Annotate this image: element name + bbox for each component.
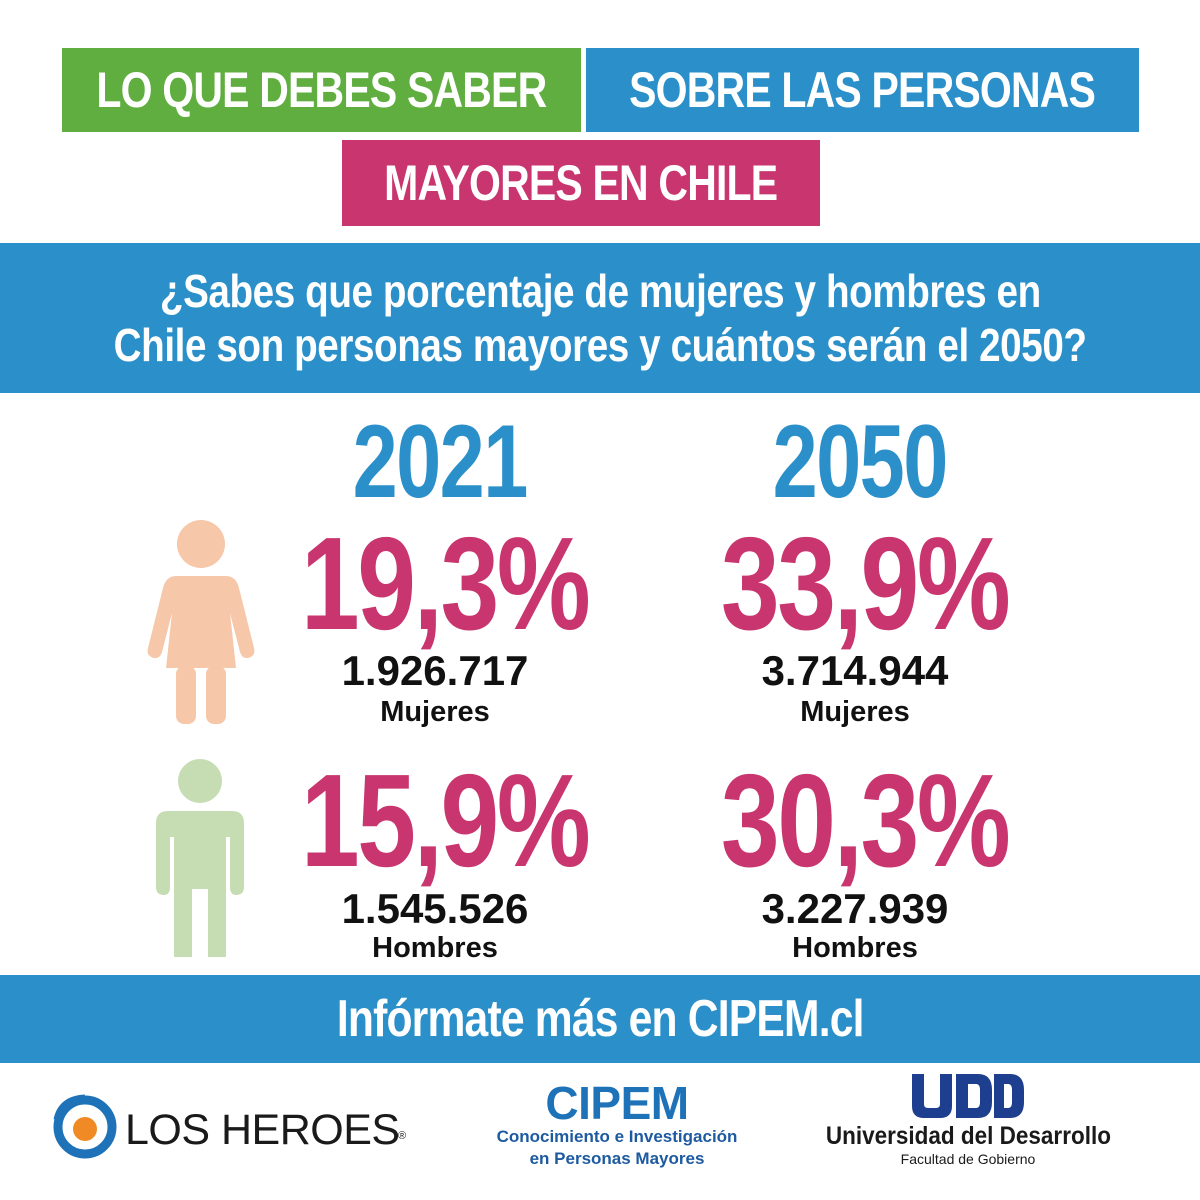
footer-link-text[interactable]: Infórmate más en CIPEM.cl [336, 990, 865, 1048]
cipem-subtitle-2: en Personas Mayores [529, 1149, 705, 1168]
footer-banner[interactable]: Infórmate más en CIPEM.cl [0, 975, 1200, 1063]
cipem-subtitle-1: Conocimiento e Investigación [496, 1127, 738, 1146]
udd-logo: Universidad del Desarrollo Facultad de G… [808, 1070, 1128, 1180]
women-2021-percent: 19,3% [301, 510, 591, 657]
title-part-2: SOBRE LAS PERSONAS [629, 62, 1097, 118]
men-2021-count: 1.545.526 [341, 885, 529, 932]
los-heroes-logo: LOS HEROES ® [52, 1086, 412, 1168]
men-2050-count: 3.227.939 [761, 885, 949, 932]
cipem-logo: CIPEM Conocimiento e Investigación en Pe… [462, 1080, 772, 1180]
udd-name: Universidad del Desarrollo [825, 1122, 1111, 1150]
question-banner: ¿Sabes que porcentaje de mujeres y hombr… [0, 243, 1200, 393]
women-2050-label: Mujeres [800, 696, 910, 728]
woman-icon [147, 520, 255, 724]
udd-faculty: Facultad de Gobierno [900, 1151, 1036, 1167]
women-2050-count: 3.714.944 [761, 647, 949, 694]
title-part-3: MAYORES EN CHILE [384, 155, 778, 211]
question-line-2: Chile son personas mayores y cuántos ser… [113, 319, 1087, 371]
men-2050-label: Hombres [792, 932, 918, 964]
udd-logo-icon [912, 1074, 1024, 1118]
women-2021-label: Mujeres [380, 696, 490, 728]
title-box-green: LO QUE DEBES SABER [62, 48, 581, 132]
men-2021-label: Hombres [372, 932, 498, 964]
men-2050-percent: 30,3% [721, 747, 1011, 894]
registered-mark: ® [398, 1130, 407, 1142]
title-part-1: LO QUE DEBES SABER [96, 62, 548, 118]
women-2021-count: 1.926.717 [341, 647, 529, 694]
title-box-pink: MAYORES EN CHILE [342, 140, 820, 226]
man-icon [156, 759, 244, 957]
men-2021-percent: 15,9% [301, 747, 591, 894]
year-2050-heading: 2050 [772, 404, 949, 520]
year-2021-heading: 2021 [352, 404, 529, 520]
title-box-blue: SOBRE LAS PERSONAS [586, 48, 1139, 132]
cipem-name: CIPEM [545, 1077, 689, 1129]
los-heroes-name: LOS HEROES [125, 1106, 400, 1154]
los-heroes-logo-icon [53, 1094, 117, 1159]
question-line-1: ¿Sabes que porcentaje de mujeres y hombr… [159, 265, 1041, 317]
women-2050-percent: 33,9% [721, 510, 1011, 657]
